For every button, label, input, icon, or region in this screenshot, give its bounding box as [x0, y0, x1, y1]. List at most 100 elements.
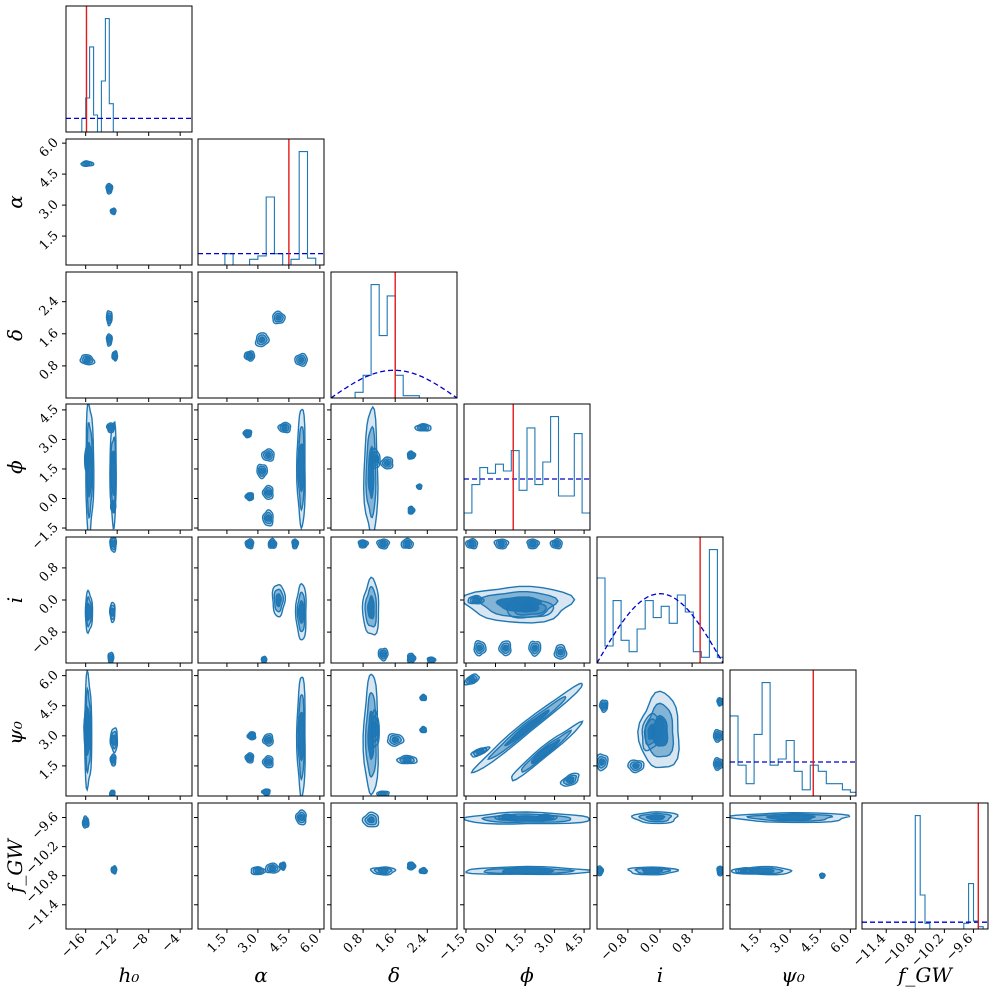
panel-content: [83, 404, 117, 530]
histogram-delta: [354, 284, 436, 398]
y-tick-label: −0.8: [29, 624, 62, 657]
panel-frame: [197, 403, 325, 531]
panel-fGW-fGW: −11.4−10.8−10.2−9.6: [850, 802, 989, 970]
contour-fGW-i-1-c3: [641, 867, 664, 874]
panel-frame: [330, 802, 458, 930]
histogram-fGW: [905, 815, 984, 929]
panel-i-i: [596, 536, 724, 667]
panel-content: [464, 404, 590, 530]
y-axis-label-delta: δ: [3, 329, 27, 341]
contour-psi0-phi-3-c3: [565, 776, 575, 784]
contour-i-h0-0-c3: [85, 602, 92, 622]
y-axis-label-phi: ϕ: [3, 460, 27, 474]
y-tick-label: 3.0: [37, 728, 62, 753]
x-tick-label: 4.5: [562, 931, 587, 956]
contour-i-phi-10-c3: [472, 596, 480, 604]
panel-frame: [65, 802, 193, 930]
panel-content: [331, 272, 457, 398]
contour-delta-h0-2-c3: [106, 314, 113, 322]
panel-i-phi: [460, 536, 591, 667]
contour-psi0-delta-3-c3: [402, 756, 412, 763]
x-tick-label: −4: [159, 931, 183, 955]
contour-psi0-phi-4-c3: [468, 676, 476, 683]
contour-fGW-i-3-c3: [597, 867, 604, 875]
contour-phi-delta-5-c3: [408, 507, 415, 514]
contour-phi-alpha-0-c3: [258, 467, 266, 475]
contour-i-phi-4-c3: [529, 540, 537, 547]
panel-h0-h0: [65, 5, 193, 136]
contour-i-delta-5-c3: [408, 654, 415, 662]
histogram-alpha: [216, 151, 317, 265]
contour-fGW-phi-2-c3: [501, 814, 513, 821]
contour-psi0-h0-4-c3: [109, 791, 116, 796]
panel-frame: [197, 802, 325, 930]
contour-i-phi-3-c3: [497, 540, 505, 547]
panel-content: [597, 690, 723, 774]
x-tick-label: −9.6: [943, 931, 976, 964]
histogram-h0: [77, 18, 118, 132]
panel-delta-alpha: [194, 271, 325, 402]
contour-psi0-delta-5-c3: [420, 694, 427, 701]
panel-fGW-alpha: 1.5 3.0 4.5 6.0: [194, 802, 325, 956]
contour-i-delta-0-c3: [366, 594, 375, 620]
panel-content: [66, 6, 192, 132]
panel-frame: [197, 669, 325, 797]
panel-content: [84, 537, 118, 663]
panel-frame: [596, 536, 724, 664]
contour-psi0-phi-1-c3: [530, 738, 561, 765]
contour-fGW-alpha-2-c3: [268, 865, 277, 872]
panel-frame: [197, 138, 325, 266]
contour-fGW-delta-2-c3: [408, 862, 415, 870]
panel-content: [361, 811, 429, 876]
x-tick-label: −1.5: [436, 931, 469, 964]
panel-fGW-delta: 0.8 1.6 2.4: [327, 802, 458, 956]
panel-content: [250, 809, 307, 876]
contour-psi0-phi-2-c3: [475, 748, 485, 756]
x-axis-label-i: i: [657, 963, 663, 987]
contour-psi0-delta-2-c3: [391, 736, 400, 744]
panel-frame: [463, 403, 591, 531]
x-tick-label: −8: [127, 931, 151, 955]
contour-psi0-delta-6-c3: [379, 790, 387, 796]
contour-fGW-phi-1-c3: [501, 867, 555, 874]
contour-phi-h0-3-c3: [107, 424, 115, 431]
contour-psi0-i-5-c3: [715, 760, 722, 768]
x-tick-label: 3.0: [532, 931, 557, 956]
contour-i-alpha-5-c3: [260, 657, 268, 663]
panel-phi-alpha: [194, 403, 325, 534]
x-tick-label: −16: [59, 931, 89, 961]
contour-delta-h0-0-c3: [83, 356, 91, 363]
panel-frame: [197, 271, 325, 399]
panel-phi-h0: −1.5 0.0 1.5 3.0 4.5: [29, 402, 193, 553]
contour-psi0-i-7-c3: [632, 762, 640, 770]
x-tick-label: 3.0: [235, 931, 260, 956]
panel-frame: [65, 5, 193, 133]
panel-content: [464, 537, 576, 660]
x-tick-label: 0.0: [473, 931, 498, 956]
panel-content: [730, 670, 856, 796]
contour-phi-delta-6-c3: [415, 483, 423, 490]
y-tick-label: 6.0: [37, 668, 62, 693]
contour-phi-alpha-2-c3: [264, 489, 272, 496]
x-tick-label: 6.0: [297, 931, 322, 956]
y-tick-label: 0.0: [37, 491, 62, 516]
contour-alpha-h0-0-c3: [84, 160, 91, 167]
panel-frame: [65, 536, 193, 664]
contour-delta-alpha-1-c3: [258, 336, 266, 344]
contour-i-phi-9-c3: [557, 648, 564, 656]
contour-i-phi-1-c3: [519, 602, 540, 613]
panel-frame: [330, 536, 458, 664]
contour-i-phi-2-c3: [468, 540, 475, 547]
y-tick-label: 4.5: [37, 402, 62, 427]
x-axis-label-h0: h₀: [119, 963, 140, 987]
panel-fGW-psi0: 1.5 3.0 4.5 6.0: [726, 802, 857, 956]
panel-delta-h0: 0.8 1.6 2.4: [37, 271, 193, 402]
contour-i-alpha-1-c3: [297, 599, 305, 624]
panel-content: [242, 408, 306, 530]
contour-fGW-i-2-c3: [717, 867, 723, 874]
contour-phi-alpha-5-c3: [297, 443, 305, 493]
panel-alpha-h0: 1.5 3.0 4.5 6.0: [37, 135, 193, 269]
x-axis-label-delta: δ: [388, 963, 400, 987]
y-axis-label-i: i: [3, 597, 27, 603]
contour-fGW-alpha-1-c3: [254, 867, 262, 874]
